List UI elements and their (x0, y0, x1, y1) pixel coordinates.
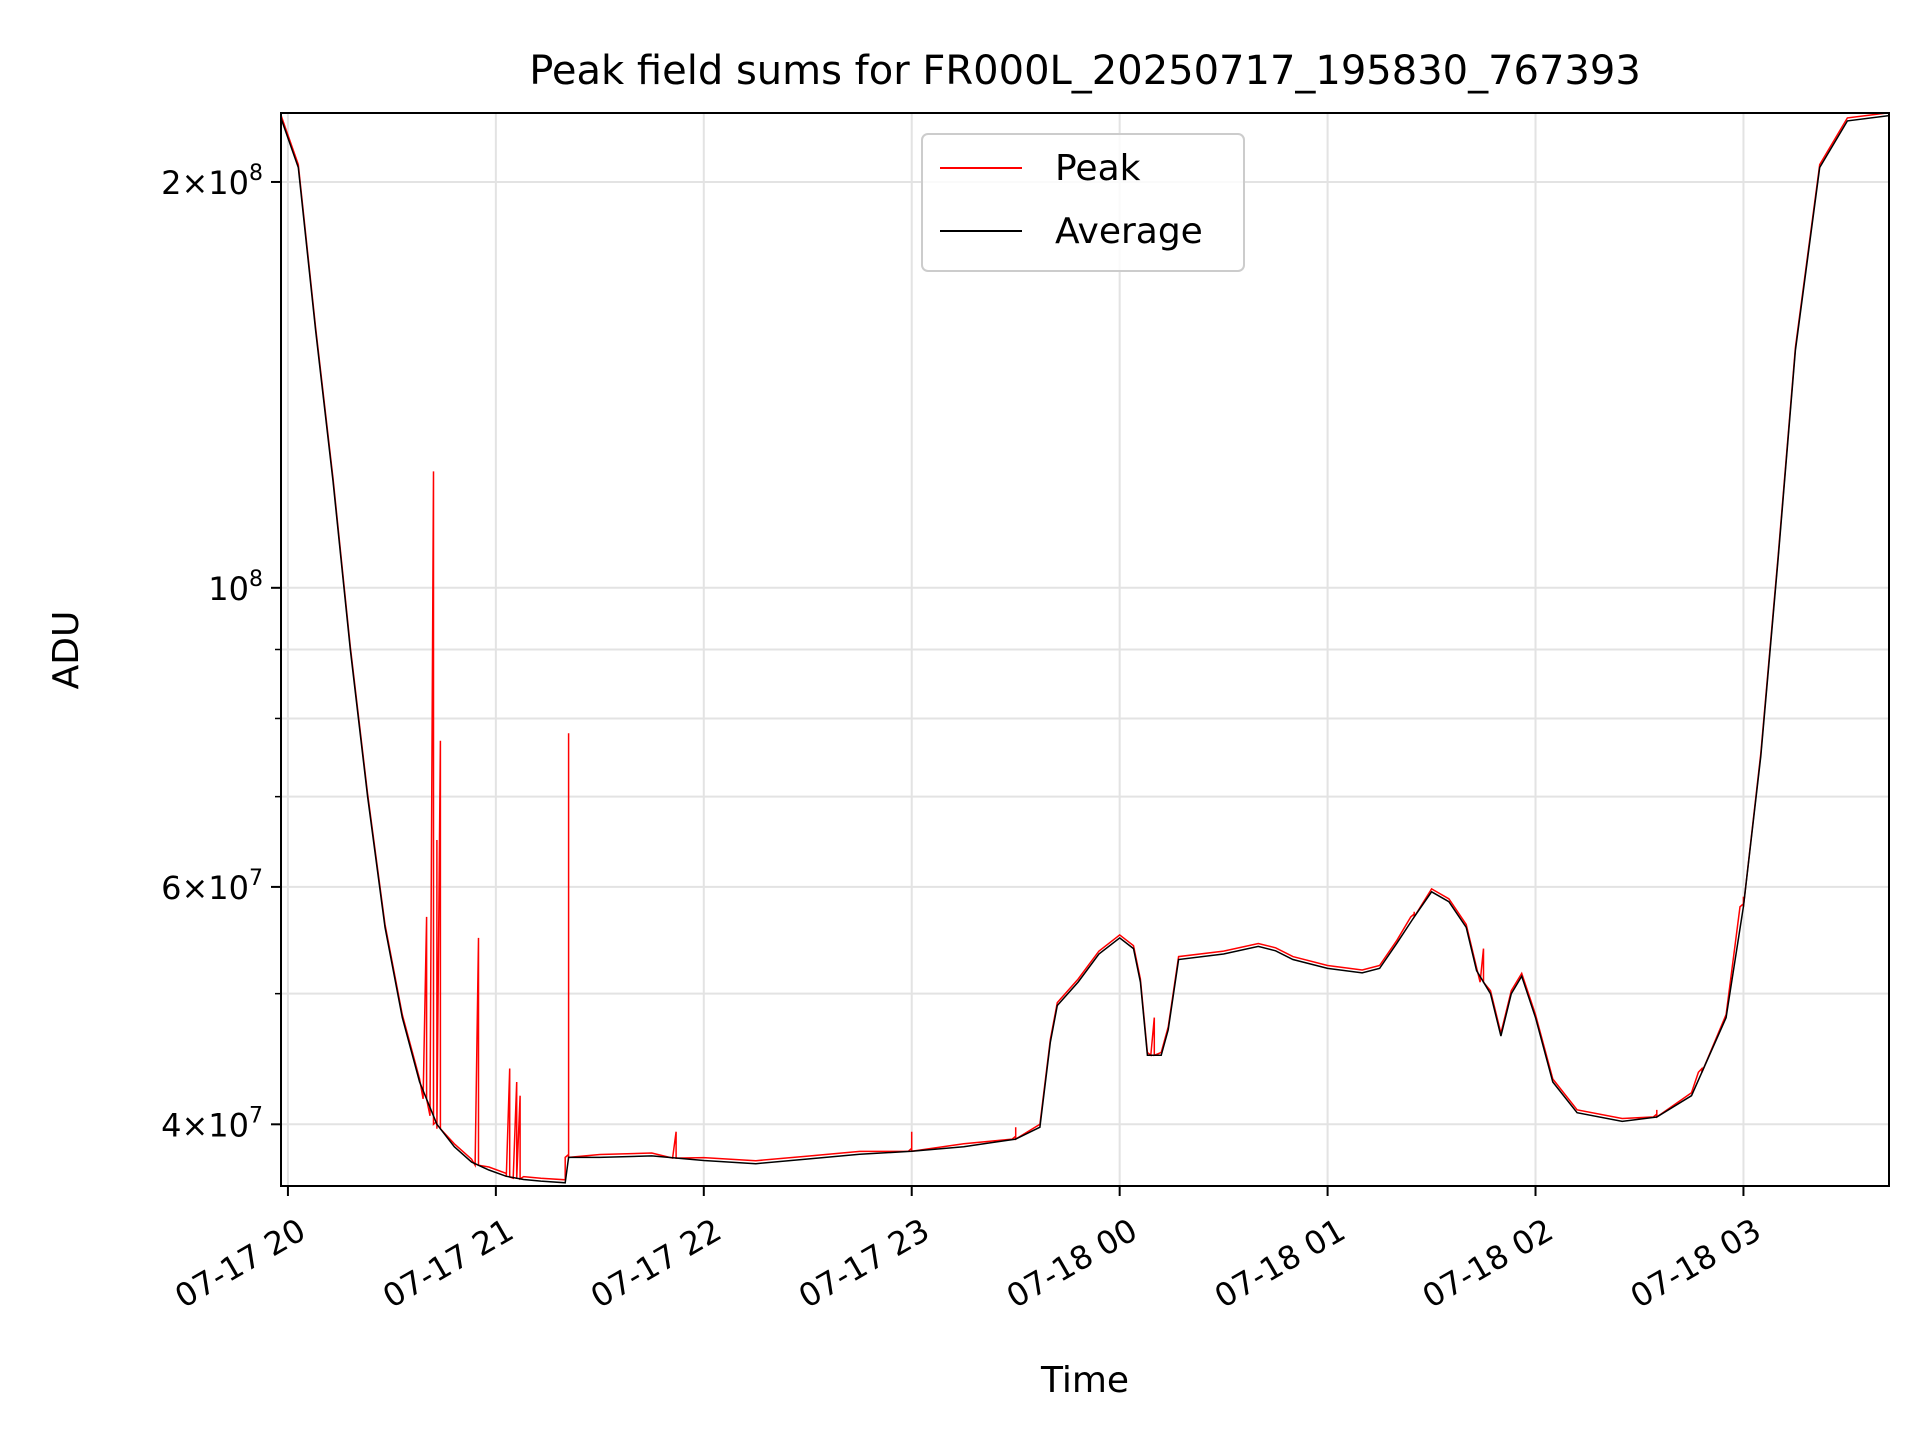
legend: Peak Average (921, 133, 1245, 272)
grid (281, 113, 1889, 1186)
plot-series (281, 113, 1889, 1184)
legend-label-peak: Peak (1055, 148, 1141, 189)
series-line-average (281, 114, 1889, 1184)
y-tick-label: 6×107 (161, 866, 263, 907)
x-axis-label: Time (1040, 1360, 1129, 1401)
series-line-peak (281, 113, 1889, 1181)
y-axis-label: ADU (46, 611, 87, 690)
y-tick-label: 108 (208, 567, 263, 608)
legend-label-average: Average (1055, 211, 1203, 252)
y-tick-label: 4×107 (161, 1103, 263, 1144)
y-tick-label: 2×108 (161, 161, 263, 202)
y-axis: 4×107 6×107 108 2×108 (161, 161, 281, 1144)
chart-title: Peak field sums for FR000L_20250717_1958… (529, 48, 1641, 94)
